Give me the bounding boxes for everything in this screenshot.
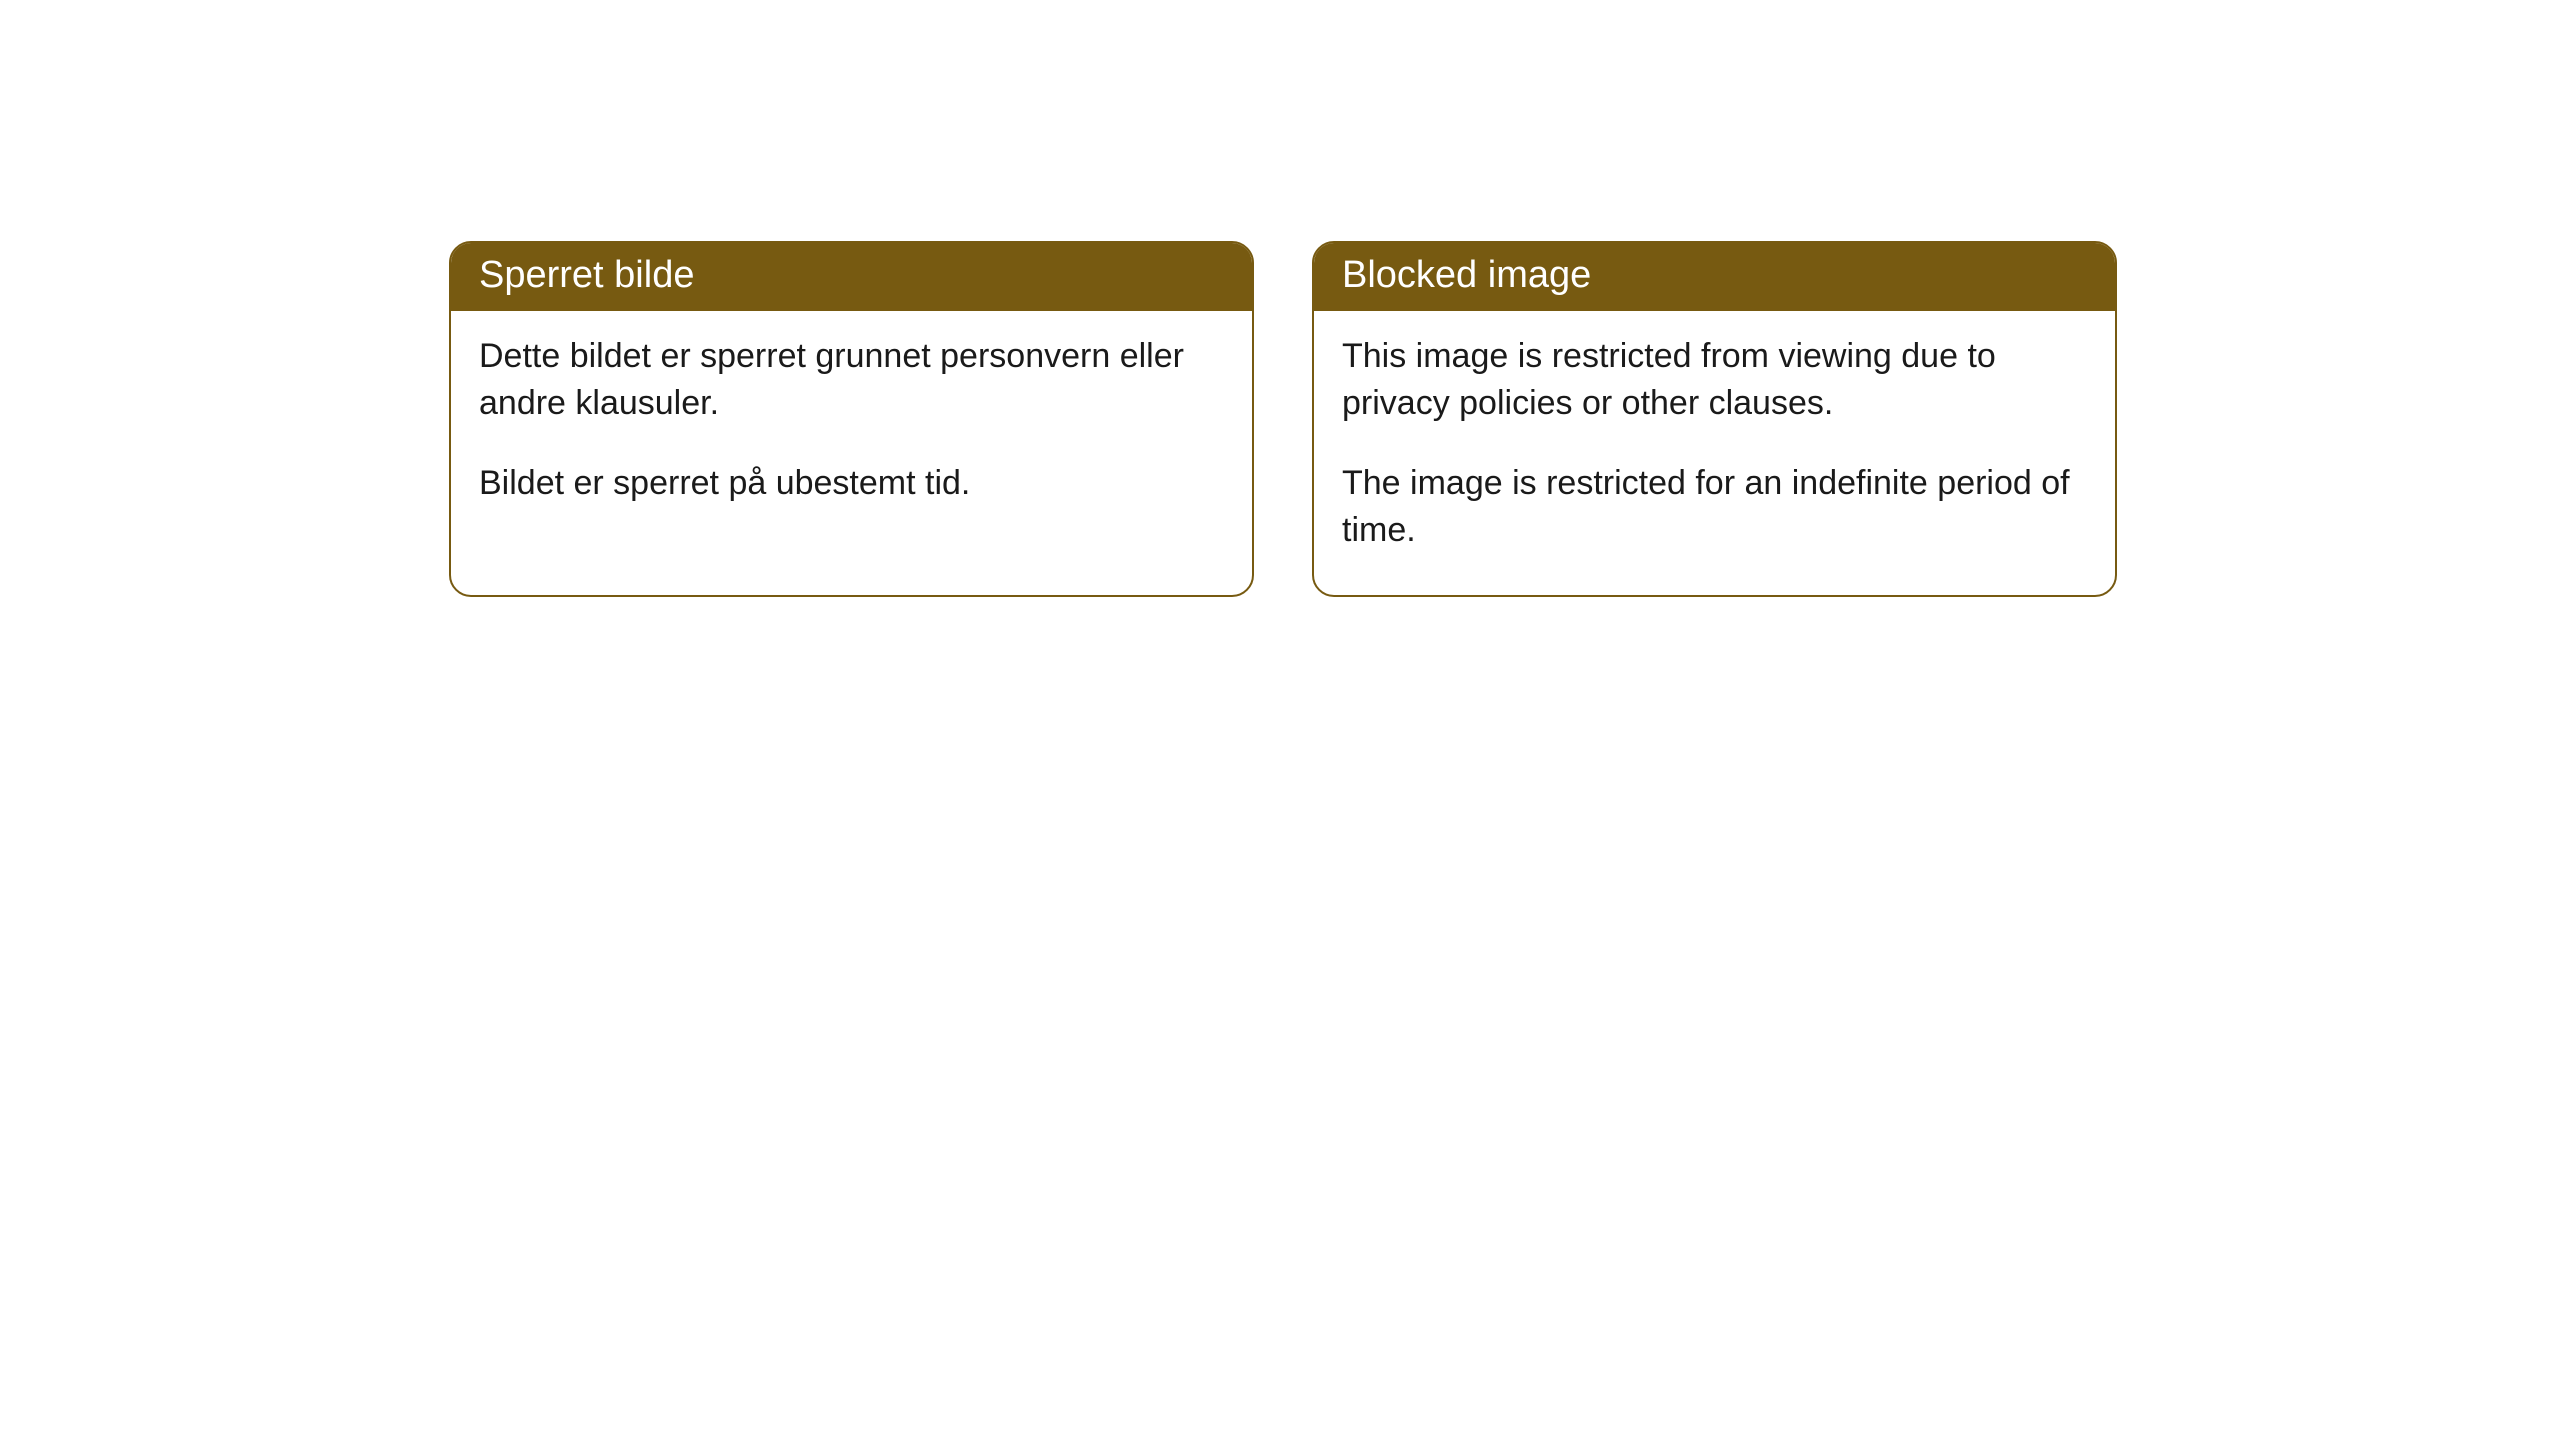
card-header-no: Sperret bilde: [451, 243, 1252, 311]
card-body-en: This image is restricted from viewing du…: [1314, 311, 2115, 595]
blocked-image-card-no: Sperret bilde Dette bildet er sperret gr…: [449, 241, 1254, 597]
card-paragraph-1-en: This image is restricted from viewing du…: [1342, 333, 2087, 428]
card-body-no: Dette bildet er sperret grunnet personve…: [451, 311, 1252, 548]
card-header-en: Blocked image: [1314, 243, 2115, 311]
card-paragraph-1-no: Dette bildet er sperret grunnet personve…: [479, 333, 1224, 428]
cards-container: Sperret bilde Dette bildet er sperret gr…: [449, 241, 2117, 597]
blocked-image-card-en: Blocked image This image is restricted f…: [1312, 241, 2117, 597]
card-paragraph-2-en: The image is restricted for an indefinit…: [1342, 460, 2087, 555]
card-paragraph-2-no: Bildet er sperret på ubestemt tid.: [479, 460, 1224, 508]
